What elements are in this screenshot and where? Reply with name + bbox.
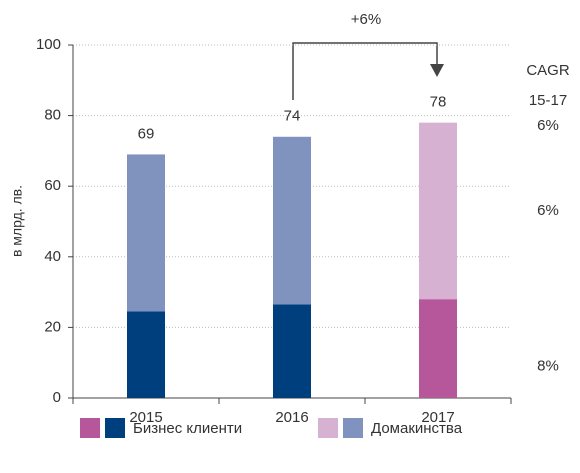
cagr-value: 6% <box>537 202 559 219</box>
cagr-period: 15-17 <box>529 92 567 109</box>
growth-label: +6% <box>351 11 381 28</box>
y-tick-label: 0 <box>53 389 61 406</box>
bar-segment <box>273 304 311 398</box>
bar-segment <box>419 299 457 398</box>
total-label: 69 <box>138 125 155 142</box>
y-tick-label: 60 <box>44 177 61 194</box>
x-tick-label: 2015 <box>129 409 162 426</box>
bar-segment <box>273 136 311 305</box>
legend-label: Домакинства <box>371 420 463 437</box>
x-tick-label: 2017 <box>421 409 454 426</box>
legend-label: Бизнес клиенти <box>133 420 242 437</box>
legend-swatch <box>318 418 338 438</box>
cagr-total: 6% <box>537 117 559 134</box>
y-tick-label: 80 <box>44 107 61 124</box>
legend-swatch <box>80 418 100 438</box>
bar-segment <box>419 122 457 300</box>
legend-swatch <box>105 418 125 438</box>
x-tick-label: 2016 <box>275 409 308 426</box>
legend-swatch <box>343 418 363 438</box>
total-label: 78 <box>430 94 447 111</box>
bar-segment <box>127 154 165 312</box>
cagr-value: 8% <box>537 358 559 375</box>
y-tick-label: 40 <box>44 248 61 265</box>
y-tick-label: 20 <box>44 318 61 335</box>
total-label: 74 <box>284 108 301 125</box>
bar-segment <box>127 311 165 398</box>
cagr-title: CAGR <box>526 62 570 79</box>
growth-arrow <box>292 42 438 100</box>
growth-arrowhead <box>430 64 444 77</box>
y-axis-label: в млрд. лв. <box>9 185 25 257</box>
y-tick-label: 100 <box>36 36 61 53</box>
